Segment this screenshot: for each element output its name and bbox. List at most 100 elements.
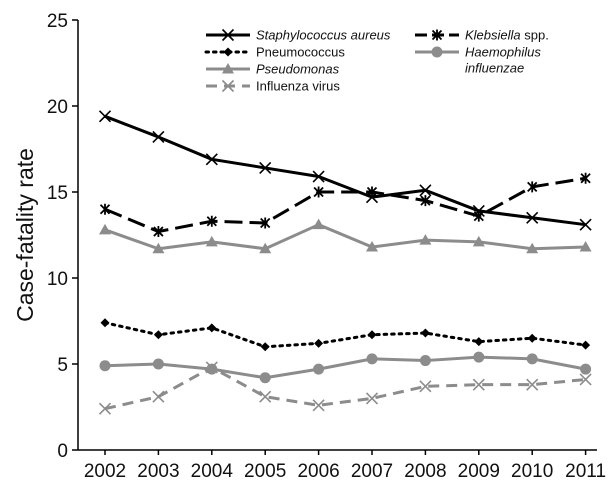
- data-point: [526, 211, 539, 224]
- series-staphylococcus-aureus: [98, 110, 592, 231]
- data-point: [259, 390, 272, 403]
- data-point: [419, 355, 431, 367]
- data-point: [526, 242, 539, 254]
- data-point: [366, 186, 378, 198]
- data-point: [474, 337, 484, 347]
- y-axis-label: Case-fatality rate: [12, 148, 38, 322]
- legend-label-part: Klebsiella: [465, 28, 521, 43]
- data-point: [99, 203, 111, 215]
- legend-entry: Haemophilus influenzae: [415, 45, 541, 76]
- data-point: [365, 392, 379, 405]
- x-tick-label: 2011: [565, 461, 606, 482]
- legend: Staphylococcus aureus Klebsiella spp. Pneu…: [204, 28, 549, 94]
- data-point: [152, 242, 165, 254]
- data-point: [419, 184, 432, 197]
- series-line: [104, 365, 586, 411]
- series-klebsiella-spp: [99, 172, 591, 238]
- legend-entry: Pseudomonas: [206, 62, 340, 77]
- legend-entry: Influenza virus: [206, 79, 340, 94]
- data-point: [313, 186, 324, 198]
- data-point: [419, 234, 432, 245]
- data-point: [367, 330, 377, 340]
- data-point: [366, 241, 378, 252]
- series-pseudomonas: [99, 218, 592, 254]
- y-tick-label: 5: [57, 355, 68, 376]
- data-point: [98, 402, 112, 415]
- x-tick-label: 2004: [191, 461, 234, 482]
- data-point: [153, 330, 163, 340]
- data-point: [526, 353, 538, 365]
- data-point: [260, 217, 271, 229]
- data-point: [99, 360, 111, 372]
- data-point: [580, 363, 592, 375]
- series-line: [104, 114, 586, 227]
- data-point: [259, 372, 271, 384]
- legend-entry: Pneumococcus: [204, 45, 345, 60]
- legend-label: Pneumococcus: [256, 45, 345, 60]
- y-tick-label: 0: [57, 441, 68, 462]
- legend-label-part: Influenza virus: [256, 79, 340, 94]
- y-tick-label: 20: [47, 97, 68, 118]
- series-line: [104, 223, 586, 251]
- data-point: [205, 235, 218, 247]
- legend-marker: [221, 28, 235, 42]
- data-point: [206, 215, 217, 227]
- data-point: [472, 235, 485, 247]
- series-line: [104, 355, 586, 380]
- x-tick-label: 2006: [297, 461, 339, 482]
- legend-label: Staphylococcus aureus: [256, 28, 391, 43]
- legend-label: Klebsiella spp.: [465, 28, 549, 43]
- data-point: [313, 363, 325, 375]
- data-point: [260, 342, 270, 352]
- legend-label-part: Staphylococcus aureus: [256, 28, 391, 43]
- legend-marker: [223, 47, 233, 57]
- data-point: [366, 353, 378, 365]
- axes: 0 5 10 15 20 25 2002 2003 2004 2005 2006 2007 2008 20…: [47, 11, 606, 482]
- data-point: [473, 351, 485, 363]
- data-point: [152, 358, 164, 370]
- data-point: [526, 378, 539, 391]
- legend-label-part: Pneumococcus: [256, 45, 345, 60]
- x-tick-label: 2002: [84, 461, 126, 482]
- data-point: [205, 153, 218, 166]
- series-layer: [98, 110, 592, 415]
- data-point: [527, 181, 538, 193]
- series-line: [104, 176, 586, 234]
- legend-entry: Klebsiella spp.: [415, 28, 549, 43]
- data-point: [312, 170, 325, 183]
- data-point: [259, 242, 272, 254]
- data-point: [579, 373, 592, 386]
- data-point: [99, 223, 111, 235]
- x-tick-label: 2003: [137, 461, 179, 482]
- data-point: [152, 130, 165, 144]
- data-point: [314, 338, 324, 348]
- y-tick-label: 15: [47, 183, 68, 204]
- data-point: [580, 172, 591, 184]
- data-point: [205, 361, 218, 374]
- y-tick-label: 25: [47, 11, 68, 32]
- data-point: [472, 378, 485, 391]
- series-line: [103, 321, 588, 349]
- data-point: [206, 363, 218, 375]
- x-tick-label: 2008: [404, 461, 446, 482]
- data-point: [527, 333, 537, 343]
- legend-label-part: Pseudomonas: [256, 62, 340, 77]
- data-point: [419, 380, 432, 393]
- legend-label: Haemophilus influenzae: [465, 45, 541, 76]
- x-tick-label: 2010: [511, 461, 553, 482]
- data-point: [259, 161, 272, 174]
- legend-label-part: spp.: [521, 28, 549, 43]
- data-point: [152, 390, 165, 403]
- series-haemophilus-influenzae: [99, 351, 592, 384]
- data-point: [420, 328, 430, 338]
- legend-label: Influenza virus: [256, 79, 340, 94]
- data-point: [207, 323, 217, 333]
- data-point: [98, 110, 112, 123]
- data-point: [312, 218, 325, 230]
- legend-entry: Staphylococcus aureus: [206, 28, 391, 43]
- data-point: [420, 195, 431, 207]
- data-point: [312, 399, 325, 412]
- legend-label-line: Haemophilus: [465, 45, 541, 60]
- legend-marker: [431, 46, 443, 58]
